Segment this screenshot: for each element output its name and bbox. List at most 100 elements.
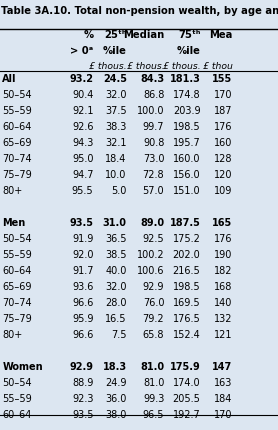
Text: 175.9: 175.9 [170, 362, 200, 372]
Text: 184: 184 [214, 394, 232, 404]
Text: 81.0: 81.0 [143, 378, 164, 388]
Text: 65–69: 65–69 [2, 138, 32, 148]
Text: 198.5: 198.5 [173, 282, 200, 292]
Text: 31.0: 31.0 [103, 218, 127, 228]
Text: 90.4: 90.4 [72, 90, 93, 100]
Text: 94.7: 94.7 [72, 170, 93, 180]
Text: 32.0: 32.0 [105, 90, 127, 100]
Text: 165: 165 [212, 218, 232, 228]
Text: Mea: Mea [209, 30, 232, 40]
Text: 176: 176 [214, 234, 232, 244]
Text: 93.5: 93.5 [70, 218, 93, 228]
Text: 121: 121 [214, 330, 232, 340]
Text: 88.9: 88.9 [72, 378, 93, 388]
Text: 81.0: 81.0 [140, 362, 164, 372]
Text: 90.8: 90.8 [143, 138, 164, 148]
Text: 89.0: 89.0 [140, 218, 164, 228]
Text: Median: Median [123, 30, 164, 40]
Text: 70–74: 70–74 [2, 298, 32, 308]
Text: 96.6: 96.6 [72, 330, 93, 340]
Text: 84.3: 84.3 [140, 74, 164, 84]
Text: 132: 132 [214, 314, 232, 324]
Text: > 0ᵃ: > 0ᵃ [70, 46, 93, 56]
Text: 100.0: 100.0 [137, 106, 164, 116]
Text: 93.2: 93.2 [70, 74, 93, 84]
Text: 60–64: 60–64 [2, 266, 32, 276]
Text: 92.6: 92.6 [72, 122, 93, 132]
Text: Men: Men [2, 218, 26, 228]
Text: 99.7: 99.7 [143, 122, 164, 132]
Text: 99.3: 99.3 [143, 394, 164, 404]
Text: 40.0: 40.0 [105, 266, 127, 276]
Text: 151.0: 151.0 [173, 186, 200, 196]
Text: 36.0: 36.0 [105, 394, 127, 404]
Text: 92.9: 92.9 [143, 282, 164, 292]
Text: 216.5: 216.5 [173, 266, 200, 276]
Text: 24.9: 24.9 [105, 378, 127, 388]
Text: 100.6: 100.6 [137, 266, 164, 276]
Text: 75ᵗʰ: 75ᵗʰ [178, 30, 200, 40]
Text: 170: 170 [214, 410, 232, 420]
Text: 182: 182 [214, 266, 232, 276]
Text: 195.7: 195.7 [173, 138, 200, 148]
Text: 50–54: 50–54 [2, 378, 32, 388]
Text: 36.5: 36.5 [105, 234, 127, 244]
Text: 168: 168 [214, 282, 232, 292]
Text: 37.5: 37.5 [105, 106, 127, 116]
Text: 95.5: 95.5 [72, 186, 93, 196]
Text: 32.0: 32.0 [105, 282, 127, 292]
Text: 57.0: 57.0 [143, 186, 164, 196]
Text: 92.5: 92.5 [143, 234, 164, 244]
Text: %ile: %ile [103, 46, 127, 56]
Text: 96.6: 96.6 [72, 298, 93, 308]
Text: 187.5: 187.5 [170, 218, 200, 228]
Text: 32.1: 32.1 [105, 138, 127, 148]
Text: 156.0: 156.0 [173, 170, 200, 180]
Text: 176.5: 176.5 [173, 314, 200, 324]
Text: 163: 163 [214, 378, 232, 388]
Text: 92.9: 92.9 [70, 362, 93, 372]
Text: 170: 170 [214, 90, 232, 100]
Text: 91.9: 91.9 [72, 234, 93, 244]
Text: 38.3: 38.3 [105, 122, 127, 132]
Text: 28.0: 28.0 [105, 298, 127, 308]
Text: 95.9: 95.9 [72, 314, 93, 324]
Text: 10.0: 10.0 [105, 170, 127, 180]
Text: 76.0: 76.0 [143, 298, 164, 308]
Text: 94.3: 94.3 [72, 138, 93, 148]
Text: 202.0: 202.0 [173, 250, 200, 260]
Text: 80+: 80+ [2, 186, 23, 196]
Text: 5.0: 5.0 [111, 186, 127, 196]
Text: 18.3: 18.3 [103, 362, 127, 372]
Text: 18.4: 18.4 [105, 154, 127, 164]
Text: 187: 187 [214, 106, 232, 116]
Text: 203.9: 203.9 [173, 106, 200, 116]
Text: 60–64: 60–64 [2, 410, 32, 420]
Text: Women: Women [2, 362, 43, 372]
Text: Table 3A.10. Total non-pension wealth, by age and gen: Table 3A.10. Total non-pension wealth, b… [1, 6, 278, 16]
Text: 91.7: 91.7 [72, 266, 93, 276]
Text: 55–59: 55–59 [2, 250, 32, 260]
Text: 147: 147 [212, 362, 232, 372]
Text: 92.3: 92.3 [72, 394, 93, 404]
Text: 65–69: 65–69 [2, 282, 32, 292]
Text: 70–74: 70–74 [2, 154, 32, 164]
Text: 50–54: 50–54 [2, 90, 32, 100]
Text: 60–64: 60–64 [2, 122, 32, 132]
Text: 140: 140 [214, 298, 232, 308]
Text: 176: 176 [214, 122, 232, 132]
Text: 38.0: 38.0 [105, 410, 127, 420]
Text: 174.8: 174.8 [173, 90, 200, 100]
Text: 128: 128 [214, 154, 232, 164]
Text: £ thous.: £ thous. [163, 62, 200, 71]
Text: 75–79: 75–79 [2, 170, 32, 180]
Text: 72.8: 72.8 [143, 170, 164, 180]
Text: £ thou: £ thou [203, 62, 232, 71]
Text: 16.5: 16.5 [105, 314, 127, 324]
Text: 181.3: 181.3 [170, 74, 200, 84]
Text: 198.5: 198.5 [173, 122, 200, 132]
Text: 50–54: 50–54 [2, 234, 32, 244]
Text: 175.2: 175.2 [173, 234, 200, 244]
Text: 192.7: 192.7 [173, 410, 200, 420]
Text: 92.0: 92.0 [72, 250, 93, 260]
